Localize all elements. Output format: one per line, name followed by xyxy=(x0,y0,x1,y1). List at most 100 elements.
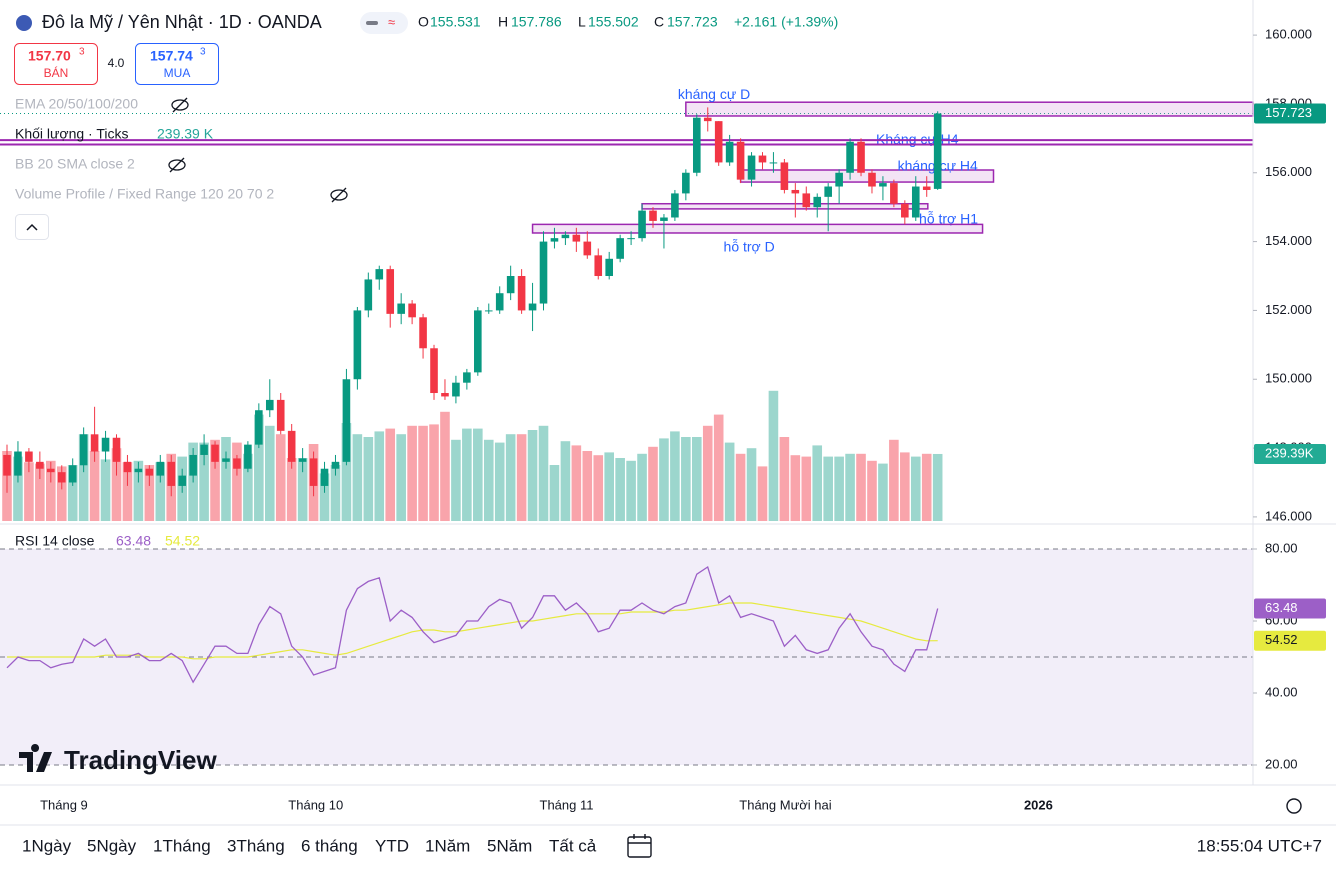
y-tick-label: 146.000 xyxy=(1265,508,1312,523)
candle-body xyxy=(857,141,865,173)
volume-bar xyxy=(385,428,396,521)
buy-price: 157.74 xyxy=(150,48,193,64)
volume-bar xyxy=(494,442,505,521)
candle-body xyxy=(255,410,263,445)
volume-bar xyxy=(221,437,231,521)
buy-label: MUA xyxy=(164,66,191,80)
sell-sup: 3 xyxy=(79,47,85,58)
candle-body xyxy=(649,210,657,221)
rsi-y-tick-label: 20.00 xyxy=(1265,756,1298,771)
volume-axis-label-box xyxy=(1254,443,1326,464)
y-tick-label: 154.000 xyxy=(1265,233,1312,248)
buy-button[interactable] xyxy=(135,43,219,85)
range-button[interactable]: YTD xyxy=(375,836,409,855)
volume-bar xyxy=(626,460,636,521)
sell-button[interactable] xyxy=(14,43,98,85)
rsi-y-tick-label: 80.00 xyxy=(1265,540,1298,555)
volume-bar xyxy=(451,439,461,521)
collapse-button[interactable] xyxy=(15,214,49,240)
last-price-label-box xyxy=(1254,103,1326,124)
candle-body xyxy=(911,186,920,218)
candle-body xyxy=(583,241,592,256)
candle-body xyxy=(660,217,668,221)
o-label: O xyxy=(418,14,429,30)
volume-bar xyxy=(593,455,604,521)
candle-body xyxy=(572,234,581,242)
volume-bar xyxy=(604,452,615,521)
indicator-bb[interactable]: BB 20 SMA close 2 xyxy=(15,156,135,172)
volume-bar xyxy=(155,462,166,521)
volume-bar xyxy=(823,456,833,521)
c-label: C xyxy=(654,14,664,30)
volume-legend-value: 239.39 K xyxy=(157,126,214,142)
volume-bar xyxy=(122,462,133,521)
candle-body xyxy=(550,238,559,242)
status-pill[interactable] xyxy=(360,12,408,34)
symbol-title[interactable]: Đô la Mỹ / Yên Nhật · 1D · OANDA xyxy=(42,12,322,32)
range-button[interactable]: 1Tháng xyxy=(153,836,211,855)
y-tick-label: 152.000 xyxy=(1265,302,1312,317)
candle-body xyxy=(769,162,778,164)
volume-bar xyxy=(681,437,691,521)
volume-bar xyxy=(910,456,921,521)
range-button[interactable]: 6 tháng xyxy=(301,836,358,855)
flag-icon xyxy=(16,15,32,31)
h-value: 157.786 xyxy=(511,14,562,30)
settings-icon[interactable] xyxy=(1286,798,1302,814)
volume-bar xyxy=(659,438,669,521)
range-button[interactable]: 5Năm xyxy=(487,836,532,855)
candle-body xyxy=(134,468,143,473)
range-button[interactable]: 1Ngày xyxy=(22,836,72,855)
range-button[interactable]: 1Năm xyxy=(425,836,470,855)
range-button[interactable]: Tất cả xyxy=(549,836,597,855)
candle-body xyxy=(145,468,154,476)
candle-body xyxy=(353,310,362,380)
volume-bar xyxy=(243,453,253,521)
volume-bar xyxy=(549,465,560,521)
pill-icon: ≈ xyxy=(388,14,395,29)
indicator-ema[interactable]: EMA 20/50/100/200 xyxy=(15,96,138,112)
volume-bar xyxy=(932,453,943,521)
volume-bar xyxy=(111,448,122,521)
volume-bar xyxy=(199,442,209,521)
volume-bar xyxy=(473,428,483,521)
rsi-ma-last-label: 54.52 xyxy=(1265,632,1298,647)
candle-body xyxy=(320,468,329,486)
range-button[interactable]: 3Tháng xyxy=(227,836,285,855)
rsi-legend[interactable]: RSI 14 close xyxy=(15,533,95,549)
volume-bar xyxy=(889,439,899,521)
rsi-line xyxy=(6,565,939,684)
volume-bar xyxy=(713,414,724,521)
logo: TradingView xyxy=(19,744,217,775)
volume-bar xyxy=(735,453,746,521)
candle-body xyxy=(36,461,44,469)
volume-bar xyxy=(560,441,571,521)
volume-bar xyxy=(286,458,297,521)
volume-bar xyxy=(878,463,888,521)
volume-bar xyxy=(89,451,100,521)
volume-bar xyxy=(144,465,155,521)
toolbar: 1Ngày 5Ngày 1Tháng 3Tháng 6 tháng YTD 1Năm 5Năm… xyxy=(22,836,597,855)
sell-price: 157.70 xyxy=(28,48,71,64)
candle-body xyxy=(3,454,11,476)
candle-body xyxy=(835,172,843,187)
candle-body xyxy=(222,458,230,462)
volume-bar xyxy=(856,453,866,521)
candle-body xyxy=(364,279,373,311)
volume-bar xyxy=(483,439,494,521)
volume-bar xyxy=(319,473,330,521)
candle-body xyxy=(375,269,384,280)
y-tick-label: 150.000 xyxy=(1265,371,1312,386)
candle-body xyxy=(57,472,66,483)
candle-body xyxy=(594,255,603,277)
indicator-vp[interactable]: Volume Profile / Fixed Range 120 20 70 2 xyxy=(15,186,274,202)
range-button[interactable]: 5Ngày xyxy=(87,836,137,855)
volume-bar xyxy=(232,442,242,521)
calendar-icon[interactable] xyxy=(627,834,652,858)
h-label: H xyxy=(498,14,508,30)
c-value: 157.723 xyxy=(667,14,718,30)
indicator-volume[interactable]: Khối lượng · Ticks xyxy=(15,126,128,142)
volume-bar xyxy=(648,446,658,521)
pill-icon xyxy=(366,21,378,25)
